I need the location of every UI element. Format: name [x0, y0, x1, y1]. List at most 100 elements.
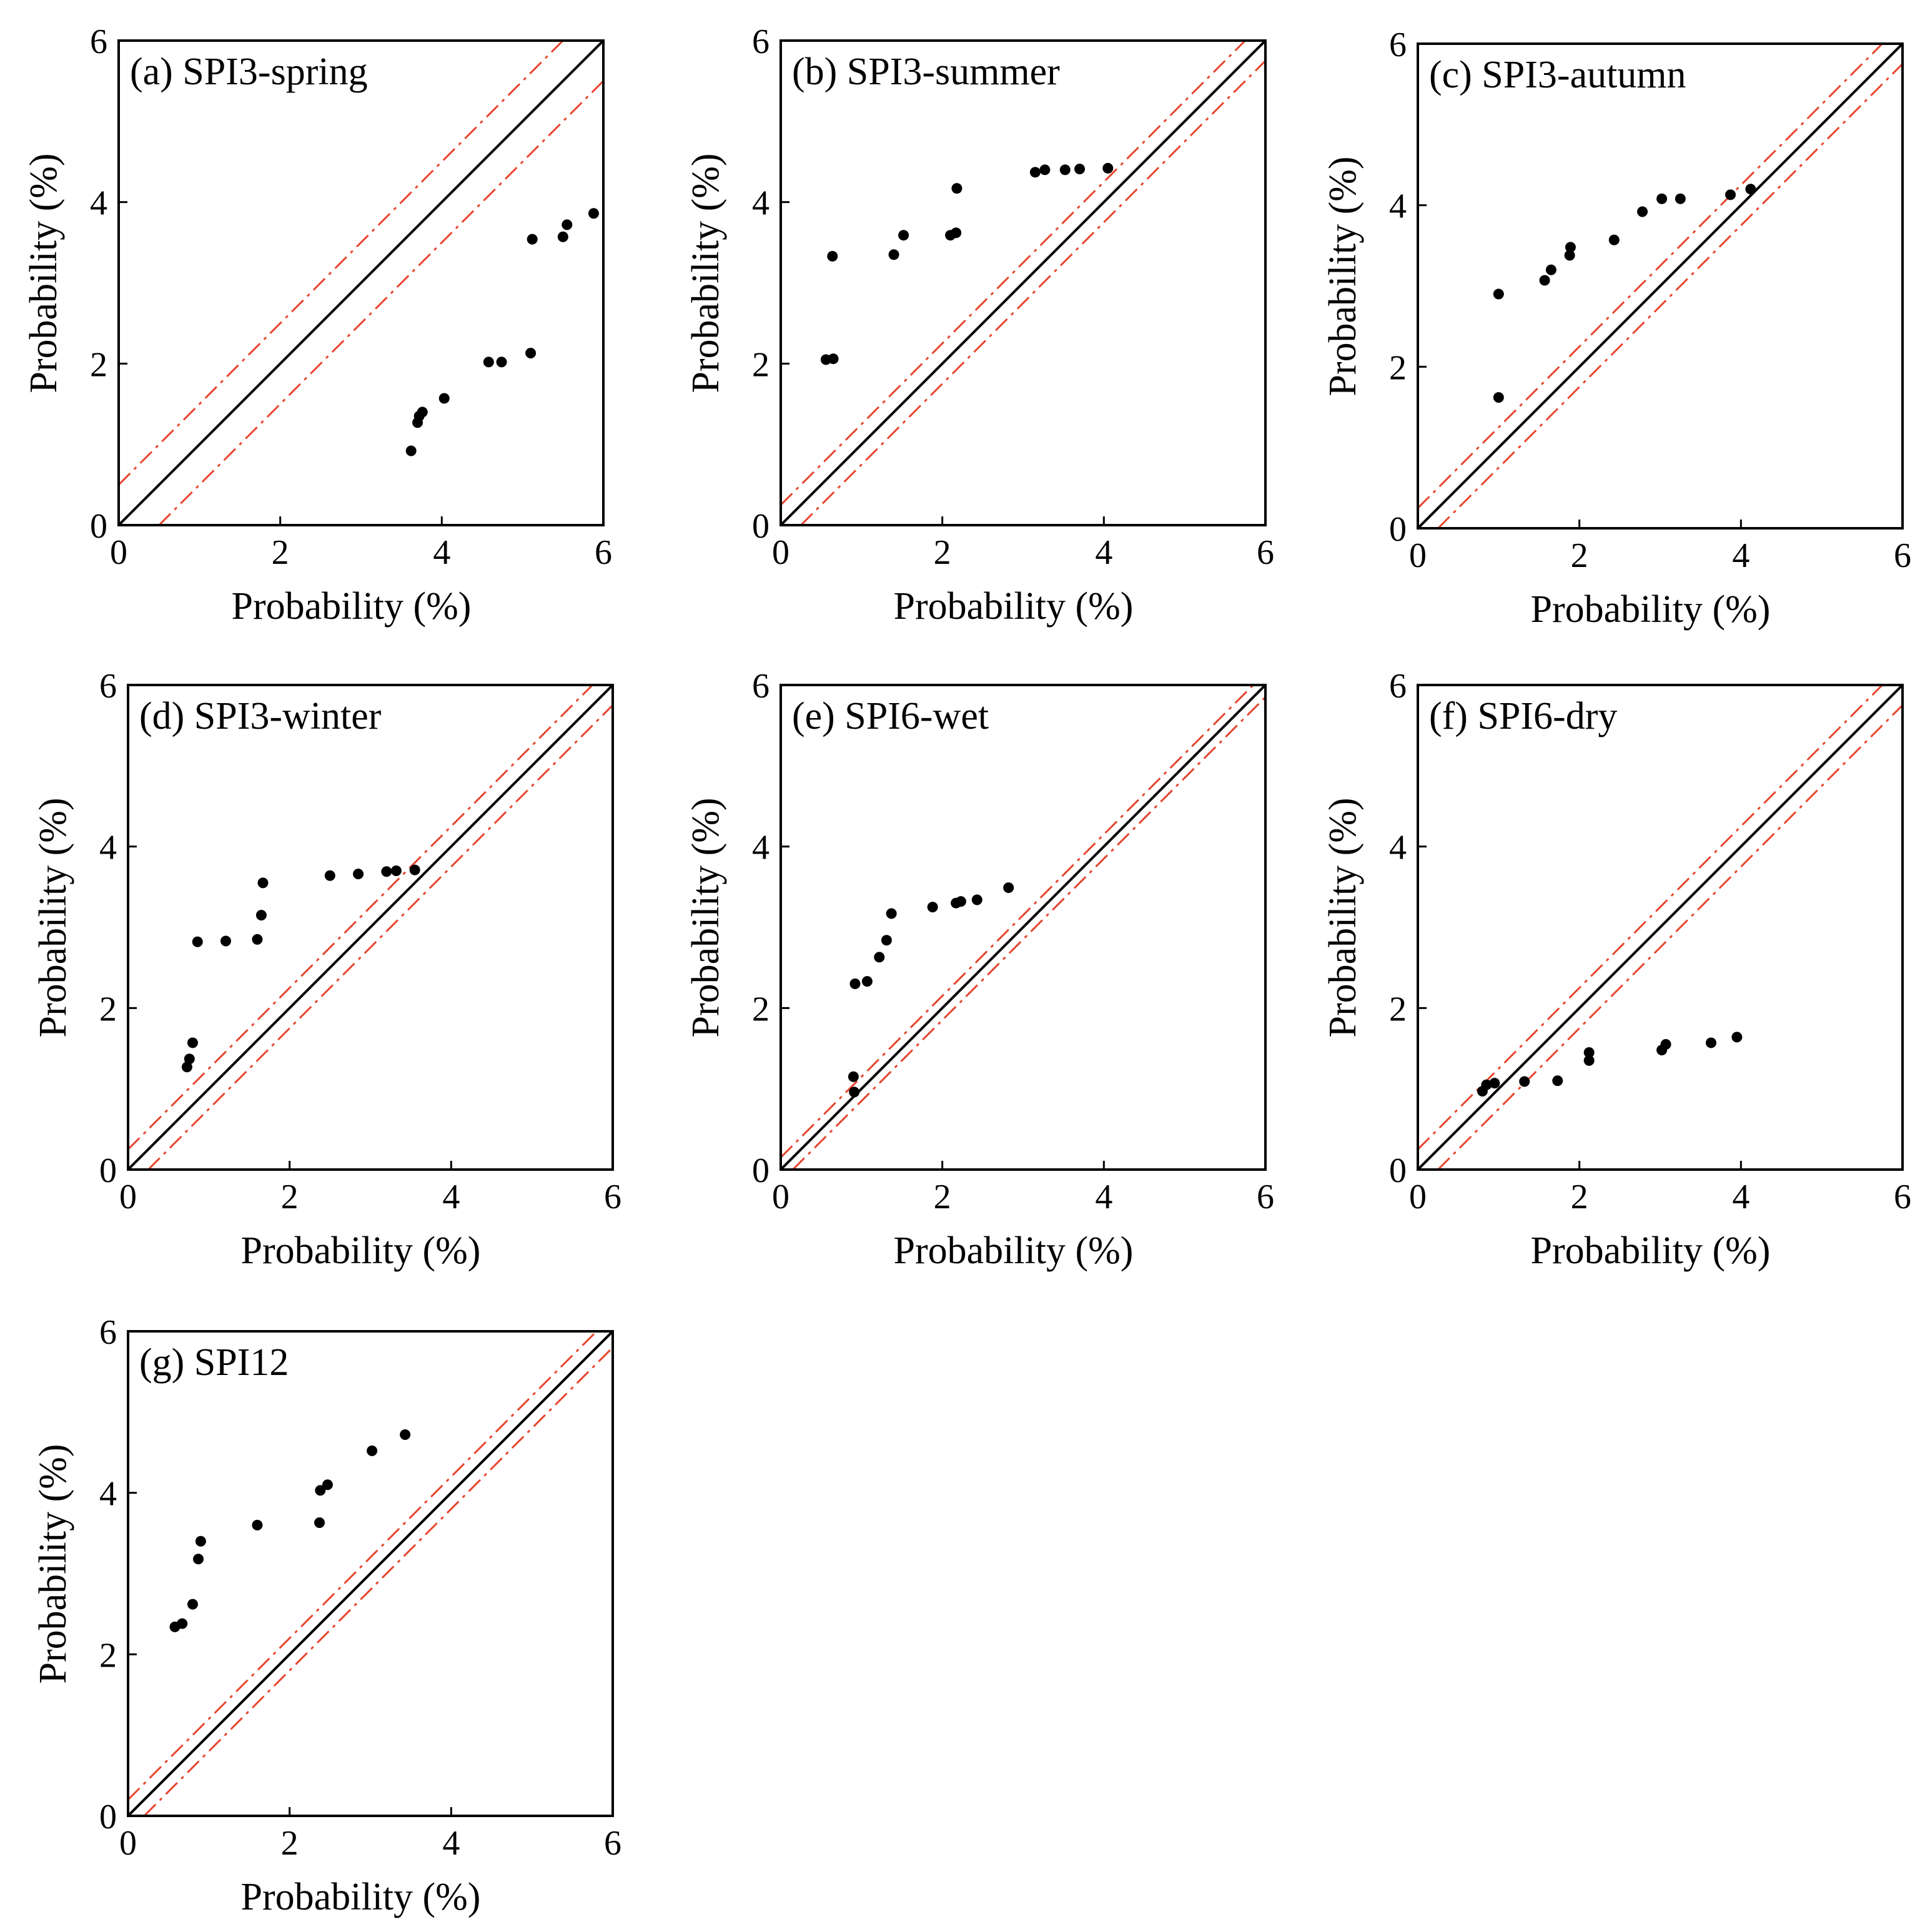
- data-point: [390, 865, 402, 876]
- y-tick-label: 6: [752, 667, 770, 706]
- data-point: [1493, 392, 1504, 403]
- panel-title: (e) SPI6-wet: [792, 695, 989, 737]
- data-point: [1583, 1055, 1595, 1066]
- y-tick-label: 6: [752, 22, 770, 61]
- y-tick-label: 2: [1389, 990, 1407, 1028]
- data-point: [193, 1554, 204, 1565]
- x-tick-label: 6: [604, 1824, 621, 1863]
- data-point: [220, 935, 231, 947]
- panel-c: 00 2 2 4 4 6 6 Probability (%) Probability (%) (c…: [1322, 26, 1911, 631]
- data-point: [255, 910, 267, 921]
- data-point: [353, 869, 364, 880]
- data-point: [1660, 1039, 1671, 1050]
- reference-lines: [1418, 685, 1903, 1170]
- data-point: [1565, 242, 1576, 253]
- data-point: [874, 952, 885, 963]
- panel-title: (g) SPI12: [139, 1341, 289, 1384]
- panel-e: 00 2 2 4 4 6 6 Probability (%) Probability (%) (e…: [685, 667, 1274, 1272]
- plot-frame: [779, 39, 1267, 526]
- y-tick-label: 2: [752, 990, 770, 1028]
- data-point: [888, 249, 899, 260]
- data-point: [314, 1517, 325, 1529]
- one-to-one-line: [1418, 44, 1903, 528]
- y-axis-label: Probability (%): [1322, 797, 1364, 1037]
- y-tick-label: 4: [752, 829, 770, 867]
- data-point: [257, 877, 269, 889]
- y-axis-label: Probability (%): [32, 797, 74, 1037]
- y-tick-label: 2: [90, 345, 107, 384]
- y-tick-label: 4: [1389, 187, 1407, 226]
- y-tick-label: 4: [1389, 829, 1407, 867]
- y-tick-label: 0: [1389, 510, 1407, 549]
- x-tick-label: 6: [1257, 533, 1274, 572]
- lower-bound-line: [143, 1346, 613, 1816]
- data-point: [898, 230, 909, 241]
- y-axis-label: Probability (%): [32, 1444, 74, 1683]
- data-point: [1519, 1076, 1530, 1087]
- panel-a: 00 2 2 4 4 6 6 Probability (%) Probability (%) (a…: [22, 22, 612, 628]
- reference-lines: [128, 685, 613, 1170]
- x-tick-label: 6: [1894, 536, 1911, 575]
- one-to-one-line: [128, 685, 613, 1170]
- x-tick-label: 4: [1732, 1178, 1749, 1216]
- x-axis-label: Probability (%): [240, 1230, 480, 1272]
- data-point: [1745, 184, 1756, 195]
- plot-frame: [117, 39, 605, 526]
- data-point: [381, 866, 392, 877]
- data-point: [1731, 1032, 1743, 1043]
- data-point: [315, 1485, 326, 1496]
- data-point: [955, 896, 966, 907]
- data-points: [820, 162, 1114, 365]
- x-tick-label: 2: [281, 1824, 299, 1863]
- data-point: [1539, 275, 1550, 286]
- x-axis-label: Probability (%): [893, 585, 1133, 628]
- data-point: [527, 234, 538, 245]
- data-point: [187, 1037, 198, 1048]
- plot-frame: [779, 684, 1267, 1171]
- y-tick-label: 0: [752, 1151, 770, 1190]
- lower-bound-line: [147, 704, 613, 1170]
- data-point: [1552, 1075, 1563, 1087]
- data-point: [881, 935, 892, 946]
- x-tick-label: 4: [1732, 536, 1749, 575]
- lower-bound-line: [800, 60, 1265, 525]
- y-tick-label: 0: [1389, 1151, 1407, 1190]
- data-point: [1059, 164, 1071, 175]
- data-point: [322, 1479, 333, 1491]
- data-point: [1039, 164, 1051, 175]
- panel-title: (a) SPI3-spring: [130, 51, 368, 93]
- data-points: [181, 864, 420, 1073]
- one-to-one-line: [1418, 685, 1903, 1170]
- x-tick-label: 2: [281, 1178, 299, 1216]
- x-tick-label: 2: [1571, 536, 1588, 575]
- x-tick-label: 2: [272, 533, 289, 572]
- data-point: [525, 348, 537, 359]
- lower-bound-line: [158, 80, 603, 525]
- data-point: [438, 393, 450, 404]
- x-tick-label: 4: [1095, 533, 1112, 572]
- data-point: [252, 1519, 263, 1530]
- x-tick-label: 2: [934, 1178, 951, 1216]
- x-axis-label: Probability (%): [1530, 1230, 1770, 1272]
- upper-bound-line: [781, 685, 1254, 1158]
- y-tick-label: 0: [99, 1798, 117, 1836]
- panel-title: (d) SPI3-winter: [139, 695, 382, 737]
- x-tick-label: 6: [604, 1178, 621, 1216]
- reference-lines: [119, 41, 603, 525]
- y-tick-label: 6: [1389, 667, 1407, 706]
- panel-d: 00 2 2 4 4 6 6 Probability (%) Probability (%) (d…: [32, 667, 621, 1272]
- y-tick-label: 2: [1389, 348, 1407, 387]
- upper-bound-line: [119, 41, 564, 486]
- lower-bound-line: [1437, 704, 1903, 1170]
- y-tick-label: 4: [90, 184, 107, 223]
- x-tick-label: 0: [1409, 1178, 1427, 1216]
- data-point: [1489, 1078, 1500, 1089]
- one-to-one-line: [119, 41, 603, 525]
- data-point: [181, 1062, 192, 1073]
- y-axis-label: Probability (%): [685, 797, 727, 1037]
- data-point: [927, 902, 938, 913]
- x-tick-label: 4: [1095, 1178, 1112, 1216]
- y-tick-label: 6: [90, 22, 107, 61]
- y-tick-label: 2: [99, 990, 117, 1028]
- data-point: [886, 908, 897, 919]
